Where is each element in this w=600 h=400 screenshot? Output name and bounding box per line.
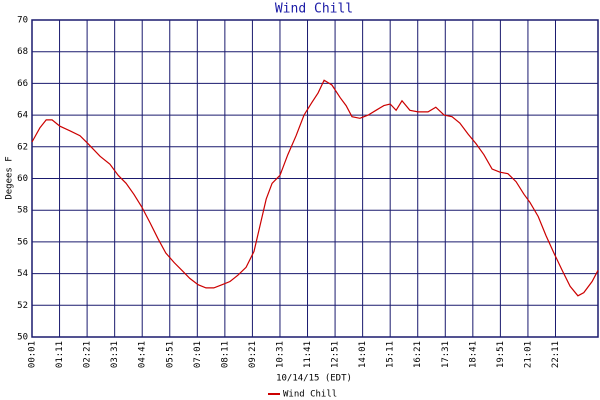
y-tick-label: 56 xyxy=(17,237,28,247)
chart-title: Wind Chill xyxy=(275,2,353,17)
x-tick-label: 18:41 xyxy=(468,341,478,368)
y-tick-label: 64 xyxy=(17,111,28,121)
x-tick-label: 21:01 xyxy=(523,341,533,368)
x-tick-label: 07:01 xyxy=(193,341,203,368)
x-tick-label: 08:11 xyxy=(220,341,230,368)
x-tick-label: 16:21 xyxy=(413,341,423,368)
x-tick-label: 17:31 xyxy=(441,341,451,368)
y-tick-label: 52 xyxy=(17,301,28,311)
x-tick-label: 11:41 xyxy=(303,341,313,368)
x-tick-label: 03:31 xyxy=(110,341,120,368)
x-tick-label: 15:11 xyxy=(386,341,396,368)
x-tick-label: 10:31 xyxy=(275,341,285,368)
x-tick-label: 12:51 xyxy=(331,341,341,368)
y-axis-label: Degees F xyxy=(5,156,15,199)
y-tick-label: 58 xyxy=(17,206,28,216)
x-tick-label: 01:11 xyxy=(55,341,65,368)
y-tick-label: 50 xyxy=(17,333,28,343)
y-tick-label: 62 xyxy=(17,142,28,152)
x-tick-label: 19:51 xyxy=(496,341,506,368)
x-axis-label: 10/14/15 (EDT) xyxy=(276,374,352,384)
x-tick-label: 22:11 xyxy=(551,341,561,368)
y-tick-label: 60 xyxy=(17,174,28,184)
x-tick-label: 05:51 xyxy=(165,341,175,368)
plot-frame xyxy=(31,19,599,338)
data-line xyxy=(31,79,599,297)
y-tick-label: 68 xyxy=(17,47,28,57)
x-tick-label: 04:41 xyxy=(138,341,148,368)
x-tick-label: 00:01 xyxy=(28,341,38,368)
y-tick-label: 54 xyxy=(17,269,28,279)
y-tick-label: 66 xyxy=(17,79,28,89)
x-tick-label: 09:21 xyxy=(248,341,258,368)
legend-label: Wind Chill xyxy=(283,390,337,400)
x-tick-label: 14:01 xyxy=(358,341,368,368)
x-tick-label: 02:21 xyxy=(83,341,93,368)
y-tick-label: 70 xyxy=(17,16,28,26)
